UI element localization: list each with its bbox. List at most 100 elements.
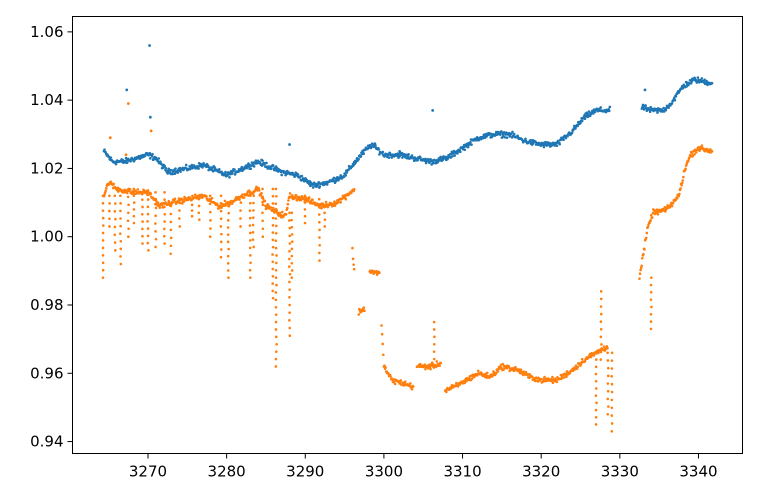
dip-point (271, 289, 275, 293)
dip-point (248, 224, 252, 227)
dip-point (251, 223, 255, 227)
dip-point (606, 412, 610, 416)
dip-point (290, 211, 294, 215)
dip-point (274, 268, 278, 272)
data-point (680, 183, 683, 187)
dip-point (219, 209, 223, 213)
data-point (238, 198, 241, 201)
data-point (643, 248, 646, 251)
data-point (157, 157, 160, 160)
data-point (381, 342, 385, 346)
data-point (171, 201, 175, 204)
dip-point (318, 243, 321, 247)
dip-point (249, 276, 252, 279)
data-point (682, 175, 685, 179)
data-point (456, 152, 459, 155)
dip-point (261, 211, 264, 215)
dip-point (226, 254, 230, 258)
data-point (670, 101, 674, 105)
dip-point (594, 365, 598, 369)
data-point (419, 156, 422, 159)
dip-point (288, 303, 291, 307)
data-point (470, 377, 474, 381)
dip-point (610, 382, 614, 386)
data-point (359, 155, 363, 158)
data-point (284, 213, 288, 216)
dip-point (101, 216, 105, 220)
data-point (562, 138, 565, 142)
dip-point (599, 297, 603, 301)
dip-point (169, 228, 173, 232)
data-point (462, 145, 465, 149)
dip-point (323, 218, 327, 221)
dip-point (169, 220, 173, 224)
dip-point (432, 328, 436, 331)
dip-point (261, 195, 265, 199)
dip-point (610, 414, 614, 417)
data-point (640, 264, 644, 268)
dip-point (288, 226, 292, 230)
dip-point (219, 194, 223, 198)
dip-point (290, 269, 294, 272)
data-point (456, 385, 460, 388)
dip-point (288, 242, 292, 245)
dip-point (219, 248, 223, 251)
dip-point (248, 216, 252, 220)
dip-point (113, 241, 117, 244)
dip-point (594, 358, 598, 361)
dip-point (275, 224, 278, 228)
data-point (151, 152, 154, 156)
dip-point (146, 234, 150, 238)
data-point (230, 202, 234, 205)
data-point (205, 194, 208, 198)
dip-point (649, 291, 653, 294)
series-1 (101, 102, 714, 433)
dip-point (323, 225, 327, 228)
dip-point (275, 195, 278, 198)
data-point (307, 182, 311, 186)
dip-point (290, 225, 294, 229)
data-point (558, 142, 562, 146)
data-point (242, 196, 246, 199)
dip-point (271, 187, 275, 191)
data-point (269, 206, 273, 209)
data-point (501, 362, 505, 366)
dip-point (275, 342, 278, 346)
dip-point (114, 249, 117, 252)
data-point (410, 154, 414, 157)
series-layer (101, 44, 714, 433)
dip-point (101, 276, 105, 279)
data-point (639, 268, 642, 272)
data-point (507, 366, 511, 369)
dip-point (271, 275, 275, 278)
data-point (269, 167, 273, 171)
data-point (583, 117, 587, 121)
dip-point (599, 335, 603, 339)
dip-point (119, 202, 122, 205)
dip-point (606, 366, 610, 370)
dip-point (146, 198, 150, 201)
dip-point (595, 387, 598, 390)
data-point (171, 172, 175, 176)
data-point (588, 114, 592, 118)
outlier-point (108, 136, 112, 140)
data-point (453, 154, 456, 157)
data-point (416, 158, 419, 162)
data-point (191, 194, 194, 198)
dip-point (178, 209, 181, 212)
dip-point (154, 245, 157, 249)
data-point (406, 155, 410, 158)
dip-point (271, 224, 275, 227)
data-point (649, 214, 653, 217)
dip-point (226, 219, 230, 222)
y-tick-label: 0.94 (30, 433, 63, 451)
dip-point (248, 231, 252, 235)
dip-point (599, 312, 603, 316)
dip-point (271, 253, 274, 256)
data-point (710, 150, 714, 153)
dip-point (119, 217, 122, 220)
data-point (593, 110, 597, 114)
outlier-point (148, 44, 151, 47)
data-point (429, 367, 432, 371)
